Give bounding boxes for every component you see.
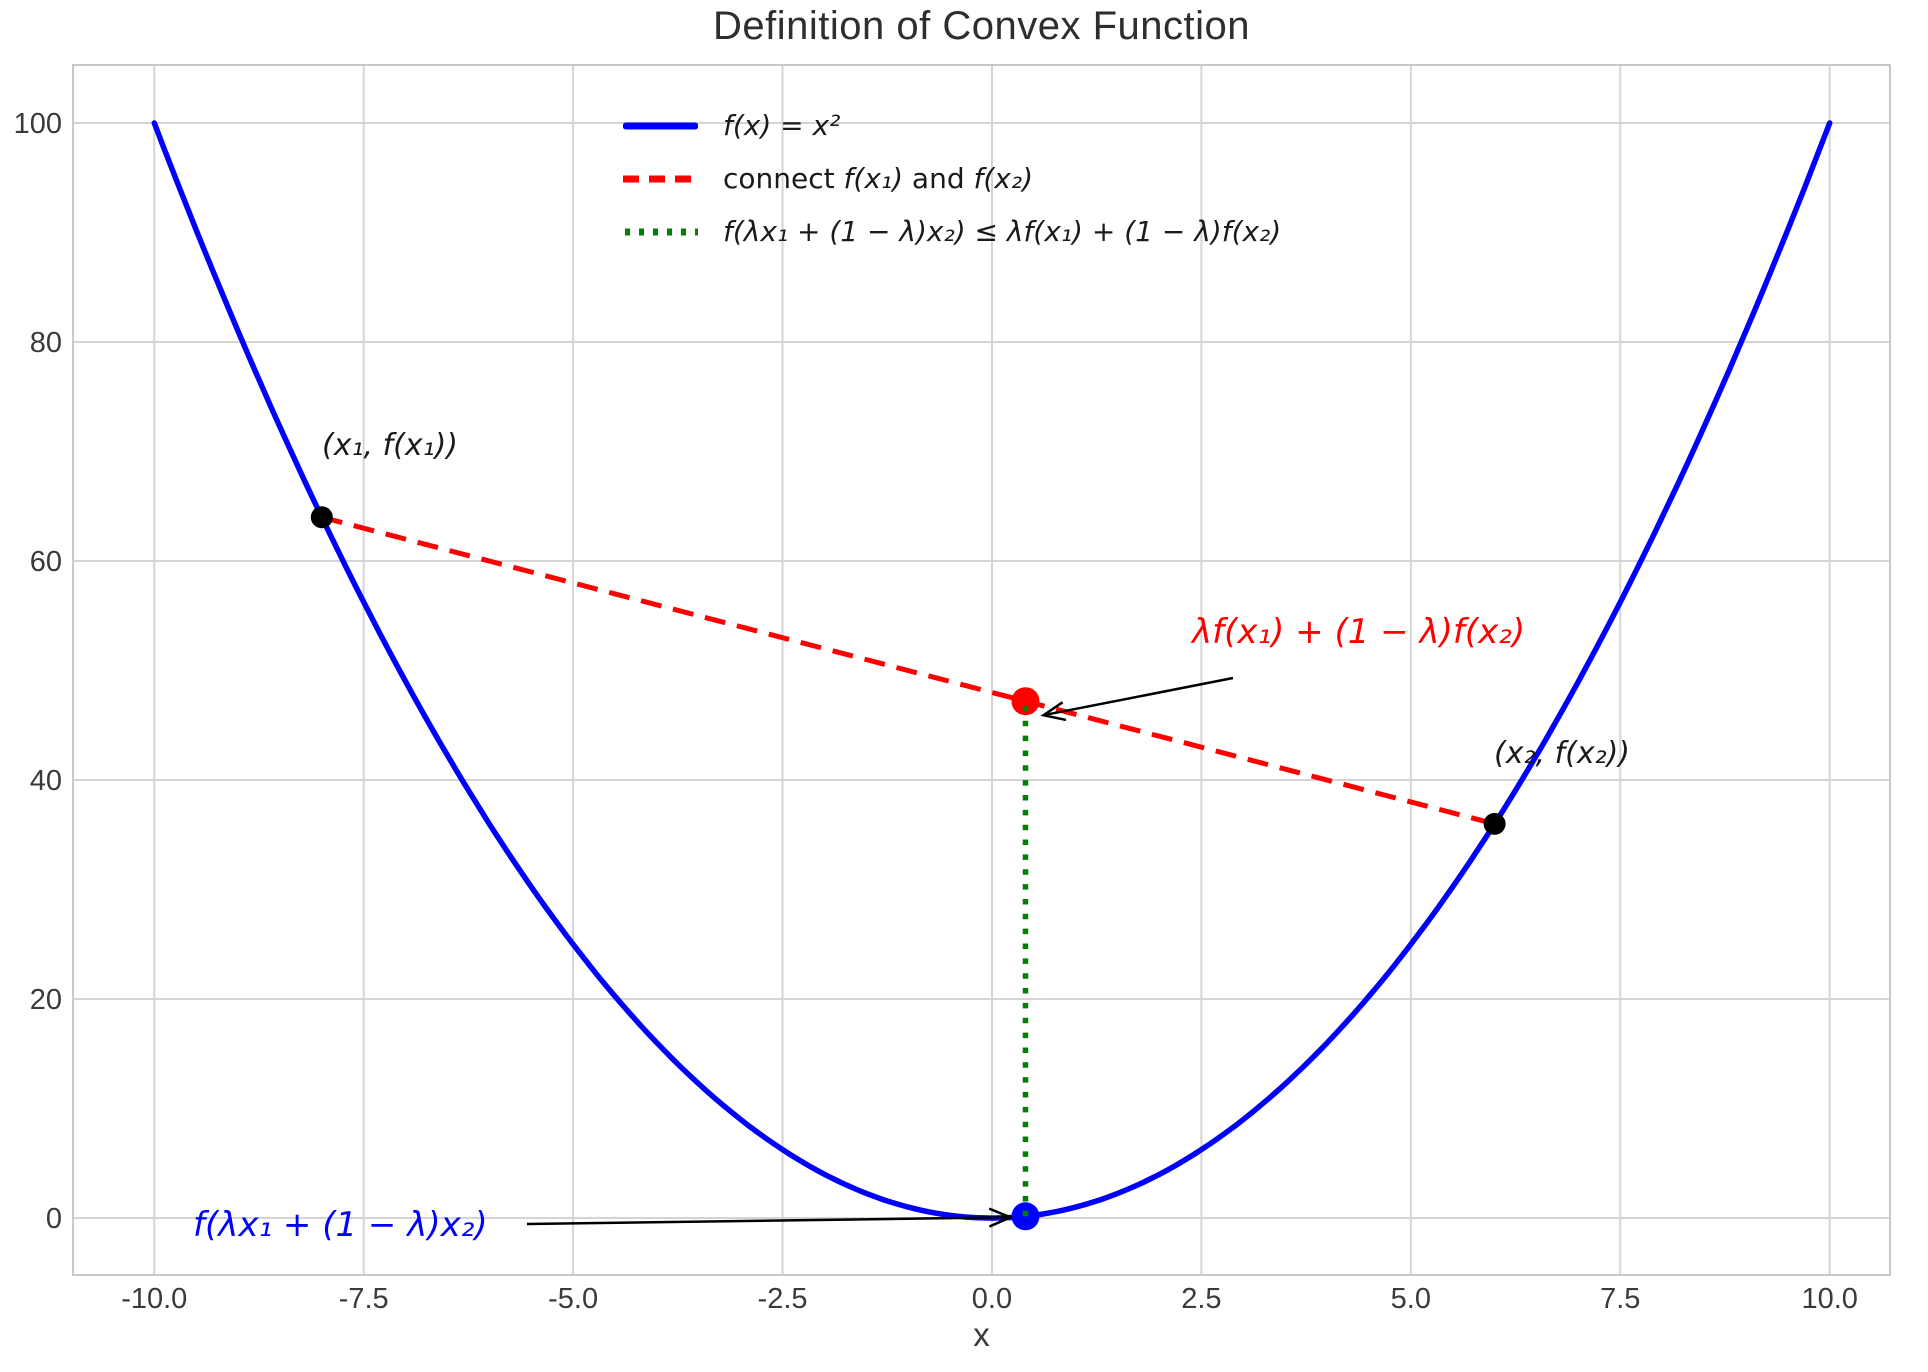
x-tick-label: 5.0	[1391, 1283, 1431, 1315]
legend-swatch-inequality	[625, 228, 698, 235]
legend-row-chord: connect f(x₁) and f(x₂)	[623, 152, 1281, 205]
legend-label-segment: f(x₂)	[973, 162, 1034, 195]
scatter-point	[1483, 812, 1506, 835]
legend-label-segment: f(x₁)	[843, 162, 904, 195]
point1-label: (x₁, f(x₁))	[322, 428, 459, 463]
legend-label-inequality: f(λx₁ + (1 − λ)x₂) ≤ λf(x₁) + (1 − λ)f(x…	[723, 215, 1281, 248]
point2-label: (x₂, f(x₂))	[1494, 736, 1631, 771]
legend-row-curve: f(x) = x²	[623, 99, 1281, 152]
legend-swatch-chord	[623, 175, 698, 182]
legend-label-segment: f(x) = x²	[723, 109, 841, 142]
chart-title: Definition of Convex Function	[713, 4, 1250, 48]
x-tick-label: 7.5	[1600, 1283, 1640, 1315]
y-tick-label: 80	[30, 327, 62, 359]
x-axis-label: x	[973, 1316, 990, 1353]
legend-label-curve: f(x) = x²	[723, 109, 840, 142]
scatter-point	[1011, 687, 1040, 716]
x-tick-label: 10.0	[1801, 1283, 1857, 1315]
legend-swatch-curve	[623, 122, 698, 129]
chord-line	[321, 514, 1496, 827]
legend-label-segment: f(λx₁ + (1 − λ)x₂) ≤ λf(x₁) + (1 − λ)f(x…	[723, 215, 1282, 248]
curve-annotation-arrow	[526, 1216, 1011, 1226]
plot-border	[72, 64, 1891, 1276]
curve-annotation-arrow-head	[988, 1207, 1014, 1228]
scatter-point	[310, 506, 333, 529]
x-tick-label: -2.5	[758, 1283, 808, 1315]
chord-annotation-arrow-head	[1040, 701, 1067, 722]
y-tick-label: 40	[30, 765, 62, 797]
chord-value-annotation: λf(x₁) + (1 − λ)f(x₂)	[1192, 612, 1526, 652]
y-tick-label: 20	[30, 984, 62, 1016]
y-tick-label: 0	[46, 1203, 62, 1235]
legend-label-chord: connect f(x₁) and f(x₂)	[723, 162, 1033, 195]
curve-value-annotation: f(λx₁ + (1 − λ)x₂)	[193, 1205, 488, 1245]
legend-row-inequality: f(λx₁ + (1 − λ)x₂) ≤ λf(x₁) + (1 − λ)f(x…	[623, 205, 1281, 258]
y-tick-label: 100	[14, 108, 62, 140]
x-tick-label: 0.0	[972, 1283, 1012, 1315]
x-tick-label: -7.5	[339, 1283, 389, 1315]
x-tick-label: -10.0	[121, 1283, 187, 1315]
chord-annotation-arrow	[1043, 676, 1234, 717]
legend: f(x) = x² connect f(x₁) and f(x₂) f(λx₁ …	[623, 99, 1281, 258]
legend-label-segment: and	[903, 162, 974, 195]
x-tick-label: -5.0	[548, 1283, 598, 1315]
x-tick-label: 2.5	[1181, 1283, 1221, 1315]
legend-label-segment: connect	[723, 162, 844, 195]
y-tick-label: 60	[30, 546, 62, 578]
